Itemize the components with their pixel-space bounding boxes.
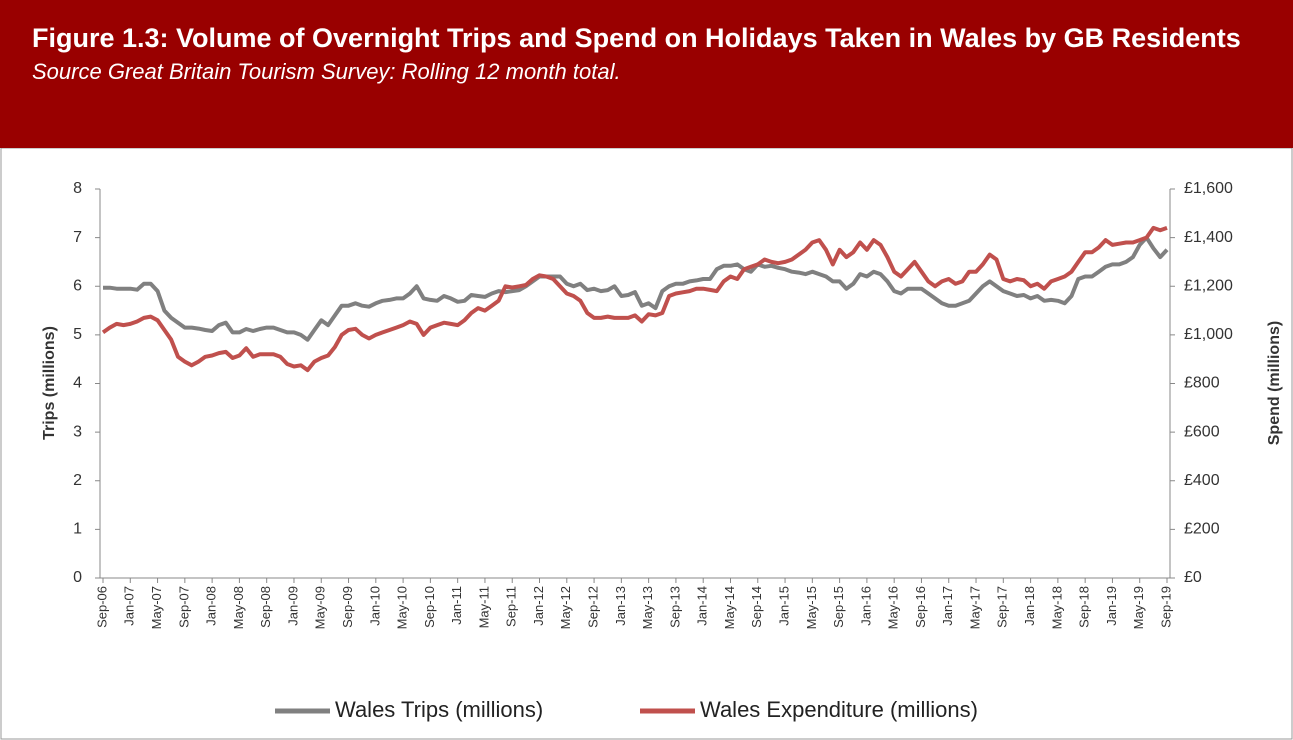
y-axis-title: Trips (millions) <box>41 326 58 440</box>
x-tick-label: Sep-06 <box>94 586 109 628</box>
x-tick-label: May-13 <box>640 586 655 629</box>
x-tick-label: Jan-10 <box>367 586 382 626</box>
x-tick-label: Jan-09 <box>285 586 300 626</box>
x-tick-label: Jan-12 <box>531 586 546 626</box>
chart-title: Figure 1.3: Volume of Overnight Trips an… <box>32 23 1241 53</box>
y2-tick-label: £600 <box>1184 423 1220 440</box>
x-tick-label: Sep-18 <box>1077 586 1092 628</box>
y-tick-label: 4 <box>73 375 82 392</box>
x-tick-label: Jan-18 <box>1022 586 1037 626</box>
x-tick-label: May-17 <box>967 586 982 629</box>
x-tick-label: May-08 <box>231 586 246 629</box>
x-tick-label: Sep-11 <box>504 586 519 627</box>
x-tick-label: Sep-12 <box>586 586 601 628</box>
header: Figure 1.3: Volume of Overnight Trips an… <box>0 0 1293 148</box>
y2-tick-label: £1,000 <box>1184 326 1233 343</box>
x-tick-label: Sep-09 <box>340 586 355 628</box>
y2-tick-label: £0 <box>1184 569 1202 586</box>
x-tick-label: Jan-07 <box>122 586 137 626</box>
x-tick-label: May-19 <box>1131 586 1146 629</box>
y2-tick-label: £200 <box>1184 521 1220 538</box>
series-line <box>103 235 1169 342</box>
chart-subtitle: Source Great Britain Tourism Survey: Rol… <box>32 59 621 84</box>
y-tick-label: 2 <box>73 472 82 489</box>
x-tick-label: Jan-16 <box>858 586 873 626</box>
x-tick-label: Jan-17 <box>940 586 955 626</box>
y2-tick-label: £400 <box>1184 472 1220 489</box>
y-tick-label: 3 <box>73 423 82 440</box>
x-tick-label: Sep-13 <box>667 586 682 628</box>
y-tick-label: 1 <box>73 521 82 538</box>
y-tick-label: 7 <box>73 229 82 246</box>
x-tick-label: Sep-14 <box>749 586 764 628</box>
x-tick-label: Jan-11 <box>449 586 464 625</box>
x-tick-label: May-14 <box>722 586 737 629</box>
series-line <box>101 225 1168 373</box>
x-tick-label: Sep-07 <box>176 586 191 628</box>
x-tick-label: Jan-15 <box>776 586 791 626</box>
x-tick-label: Jan-19 <box>1104 586 1119 626</box>
x-tick-label: Sep-17 <box>995 586 1010 628</box>
x-tick-label: Jan-14 <box>695 586 710 626</box>
x-tick-label: May-15 <box>804 586 819 629</box>
x-tick-label: Sep-15 <box>831 586 846 628</box>
x-tick-label: May-16 <box>886 586 901 629</box>
y2-tick-label: £1,600 <box>1184 180 1233 197</box>
y2-axis-title: Spend (millions) <box>1266 321 1283 445</box>
x-tick-label: Sep-10 <box>422 586 437 628</box>
y-tick-label: 0 <box>73 569 82 586</box>
x-tick-label: May-10 <box>395 586 410 629</box>
x-tick-label: May-18 <box>1049 586 1064 629</box>
x-tick-label: May-11 <box>476 586 491 628</box>
x-tick-label: Sep-08 <box>258 586 273 628</box>
x-tick-label: Jan-13 <box>613 586 628 626</box>
x-tick-label: Jan-08 <box>204 586 219 626</box>
y2-tick-label: £800 <box>1184 375 1220 392</box>
y-tick-label: 8 <box>73 180 82 197</box>
y-tick-label: 6 <box>73 277 82 294</box>
legend-label: Wales Trips (millions) <box>335 697 543 722</box>
legend-label: Wales Expenditure (millions) <box>700 697 978 722</box>
y2-tick-label: £1,200 <box>1184 277 1233 294</box>
x-tick-label: Sep-19 <box>1158 586 1173 628</box>
y-tick-label: 5 <box>73 326 82 343</box>
y2-tick-label: £1,400 <box>1184 229 1233 246</box>
x-tick-label: Sep-16 <box>913 586 928 628</box>
x-tick-label: May-09 <box>313 586 328 629</box>
frame <box>0 147 1293 740</box>
x-tick-label: May-12 <box>558 586 573 629</box>
x-tick-label: May-07 <box>149 586 164 629</box>
